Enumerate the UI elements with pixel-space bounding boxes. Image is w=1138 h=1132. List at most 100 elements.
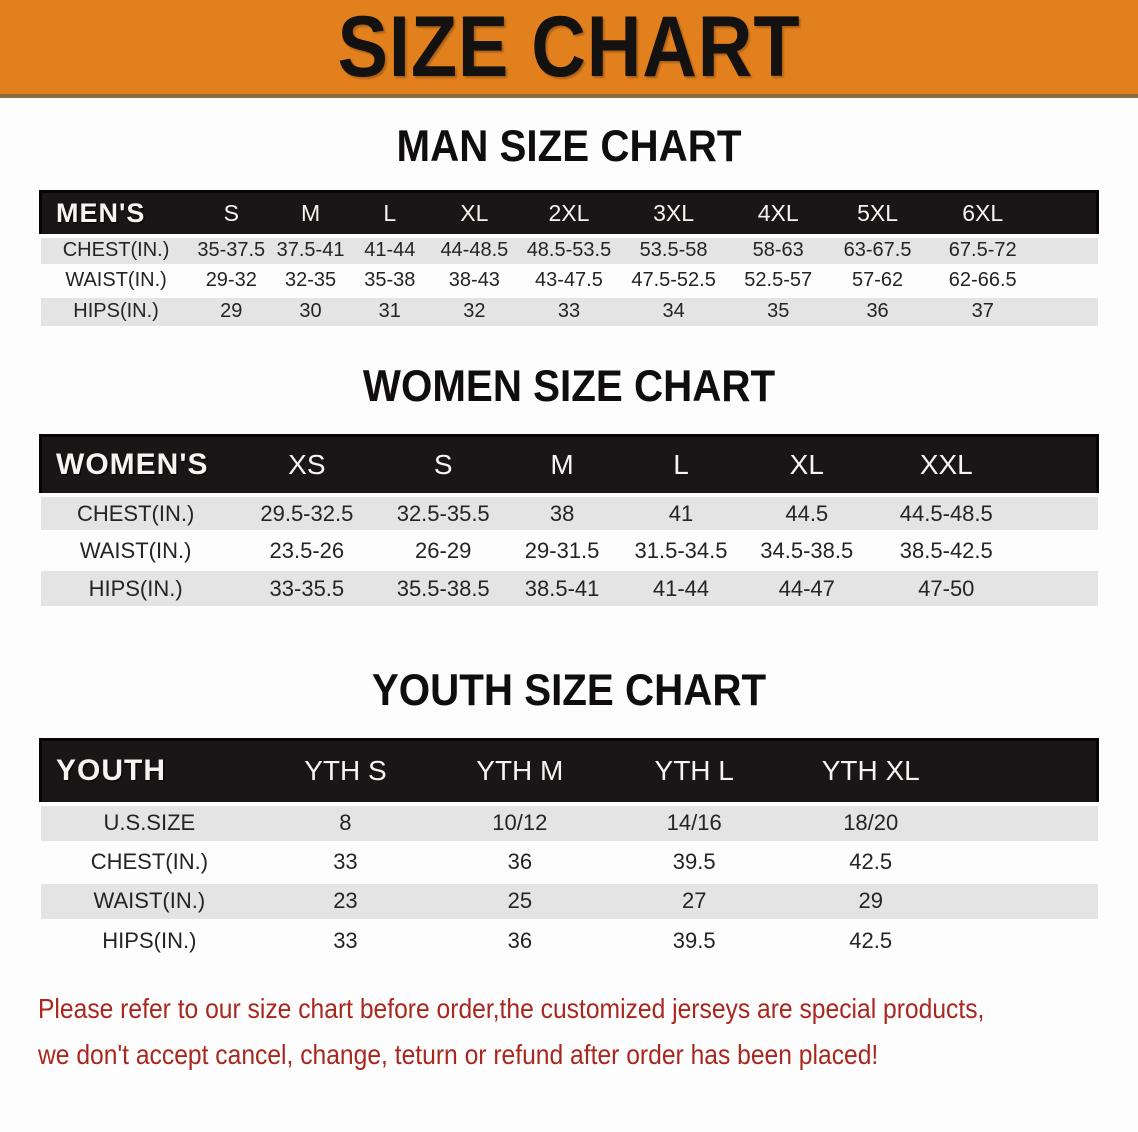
spacer-cell — [1020, 435, 1098, 495]
women-table-label: WOMEN'S — [40, 435, 231, 495]
women-header-row: WOMEN'S XS S M L XL XXL — [40, 435, 1098, 495]
measurement-value: 48.5-53.5 — [519, 235, 619, 266]
measurement-value: 34.5-38.5 — [741, 532, 873, 569]
size-chart-page: SIZE CHART MAN SIZE CHART MEN'S S M L XL 2XL 3… — [0, 0, 1138, 1078]
measurement-label: HIPS(IN.) — [40, 569, 231, 606]
measurement-value: 14/16 — [607, 803, 782, 843]
measurement-label: WAIST(IN.) — [40, 265, 192, 296]
measurement-value: 8 — [258, 803, 433, 843]
youth-header-row: YOUTH YTH S YTH M YTH L YTH XL — [40, 739, 1098, 804]
measurement-value: 53.5-58 — [618, 235, 729, 266]
measurement-value: 52.5-57 — [728, 265, 828, 296]
measurement-value: 37.5-41 — [270, 235, 351, 266]
measurement-value: 41-44 — [350, 235, 430, 266]
measurement-value: 57-62 — [827, 265, 928, 296]
measurement-value: 27 — [607, 881, 782, 921]
size-column-header: 3XL — [618, 191, 729, 236]
measurement-value: 58-63 — [728, 235, 828, 266]
measurement-label: U.S.SIZE — [40, 803, 259, 843]
measurement-row: U.S.SIZE 8 10/12 14/16 18/20 — [40, 803, 1098, 843]
measurement-value: 38-43 — [429, 265, 520, 296]
banner: SIZE CHART — [0, 0, 1138, 98]
measurement-value: 23 — [258, 881, 433, 921]
measurement-label: WAIST(IN.) — [40, 532, 231, 569]
measurement-row: WAIST(IN.) 23 25 27 29 — [40, 881, 1098, 921]
measurement-value: 30 — [270, 295, 351, 326]
measurement-value: 37 — [927, 295, 1039, 326]
size-column-header: YTH M — [432, 739, 608, 804]
spacer-cell — [1020, 495, 1098, 532]
measurement-value: 23.5-26 — [230, 532, 383, 569]
measurement-value: 32 — [429, 295, 520, 326]
note-line-1: Please refer to our size chart before or… — [38, 992, 985, 1024]
measurement-value: 44.5 — [741, 495, 873, 532]
measurement-label: CHEST(IN.) — [40, 842, 259, 882]
measurement-label: CHEST(IN.) — [40, 495, 231, 532]
men-size-table: MEN'S S M L XL 2XL 3XL 4XL 5XL 6XL CHEST(IN.) 35-3… — [39, 190, 1099, 326]
measurement-value: 31 — [350, 295, 430, 326]
size-column-header: XS — [230, 435, 383, 495]
measurement-value: 29.5-32.5 — [230, 495, 383, 532]
order-note: Please refer to our size chart before or… — [38, 986, 1138, 1078]
measurement-value: 32.5-35.5 — [382, 495, 504, 532]
size-column-header: XL — [741, 435, 873, 495]
measurement-value: 33-35.5 — [230, 569, 383, 606]
measurement-value: 39.5 — [607, 920, 782, 960]
measurement-value: 63-67.5 — [827, 235, 928, 266]
measurement-value: 35-38 — [350, 265, 430, 296]
measurement-value: 67.5-72 — [927, 235, 1039, 266]
measurement-value: 38.5-41 — [503, 569, 621, 606]
content: MAN SIZE CHART MEN'S S M L XL 2XL 3XL 4XL 5XL 6XL… — [0, 120, 1138, 1078]
size-column-header: L — [350, 191, 430, 236]
size-column-header: M — [503, 435, 621, 495]
measurement-value: 33 — [258, 920, 433, 960]
measurement-value: 31.5-34.5 — [620, 532, 742, 569]
section-men: MAN SIZE CHART MEN'S S M L XL 2XL 3XL 4XL 5XL 6XL… — [0, 120, 1138, 326]
measurement-value: 29 — [781, 881, 961, 921]
measurement-value: 33 — [519, 295, 619, 326]
measurement-value: 47-50 — [872, 569, 1021, 606]
measurement-row: WAIST(IN.) 29-32 32-35 35-38 38-43 43-47.5 47.… — [40, 265, 1098, 296]
youth-section-heading: YOUTH SIZE CHART — [371, 664, 767, 715]
measurement-value: 44-48.5 — [429, 235, 520, 266]
measurement-value: 41-44 — [620, 569, 742, 606]
measurement-row: HIPS(IN.) 33 36 39.5 42.5 — [40, 920, 1098, 960]
measurement-label: CHEST(IN.) — [40, 235, 192, 266]
spacer-cell — [1020, 569, 1098, 606]
measurement-value: 32-35 — [270, 265, 351, 296]
men-table-label: MEN'S — [40, 191, 192, 236]
measurement-value: 43-47.5 — [519, 265, 619, 296]
measurement-value: 38.5-42.5 — [872, 532, 1021, 569]
note-line-2: we don't accept cancel, change, teturn o… — [38, 1038, 879, 1070]
measurement-value: 44-47 — [741, 569, 873, 606]
measurement-label: WAIST(IN.) — [40, 881, 259, 921]
spacer-cell — [960, 803, 1098, 843]
measurement-value: 42.5 — [781, 920, 961, 960]
spacer-cell — [1038, 191, 1098, 236]
size-column-header: XL — [429, 191, 520, 236]
measurement-value: 29-31.5 — [503, 532, 621, 569]
size-column-header: S — [382, 435, 504, 495]
measurement-value: 36 — [432, 920, 608, 960]
size-column-header: 6XL — [927, 191, 1039, 236]
measurement-value: 36 — [827, 295, 928, 326]
measurement-label: HIPS(IN.) — [40, 920, 259, 960]
men-section-heading: MAN SIZE CHART — [396, 120, 742, 171]
size-column-header: 4XL — [728, 191, 828, 236]
measurement-row: CHEST(IN.) 33 36 39.5 42.5 — [40, 842, 1098, 882]
measurement-value: 33 — [258, 842, 433, 882]
spacer-cell — [1038, 265, 1098, 296]
spacer-cell — [960, 881, 1098, 921]
spacer-cell — [1020, 532, 1098, 569]
measurement-value: 38 — [503, 495, 621, 532]
measurement-value: 42.5 — [781, 842, 961, 882]
spacer-cell — [1038, 235, 1098, 266]
measurement-value: 35-37.5 — [191, 235, 271, 266]
measurement-row: HIPS(IN.) 33-35.5 35.5-38.5 38.5-41 41-44 44-… — [40, 569, 1098, 606]
measurement-value: 29-32 — [191, 265, 271, 296]
measurement-value: 44.5-48.5 — [872, 495, 1021, 532]
measurement-value: 62-66.5 — [927, 265, 1039, 296]
measurement-value: 47.5-52.5 — [618, 265, 729, 296]
measurement-value: 39.5 — [607, 842, 782, 882]
measurement-value: 34 — [618, 295, 729, 326]
